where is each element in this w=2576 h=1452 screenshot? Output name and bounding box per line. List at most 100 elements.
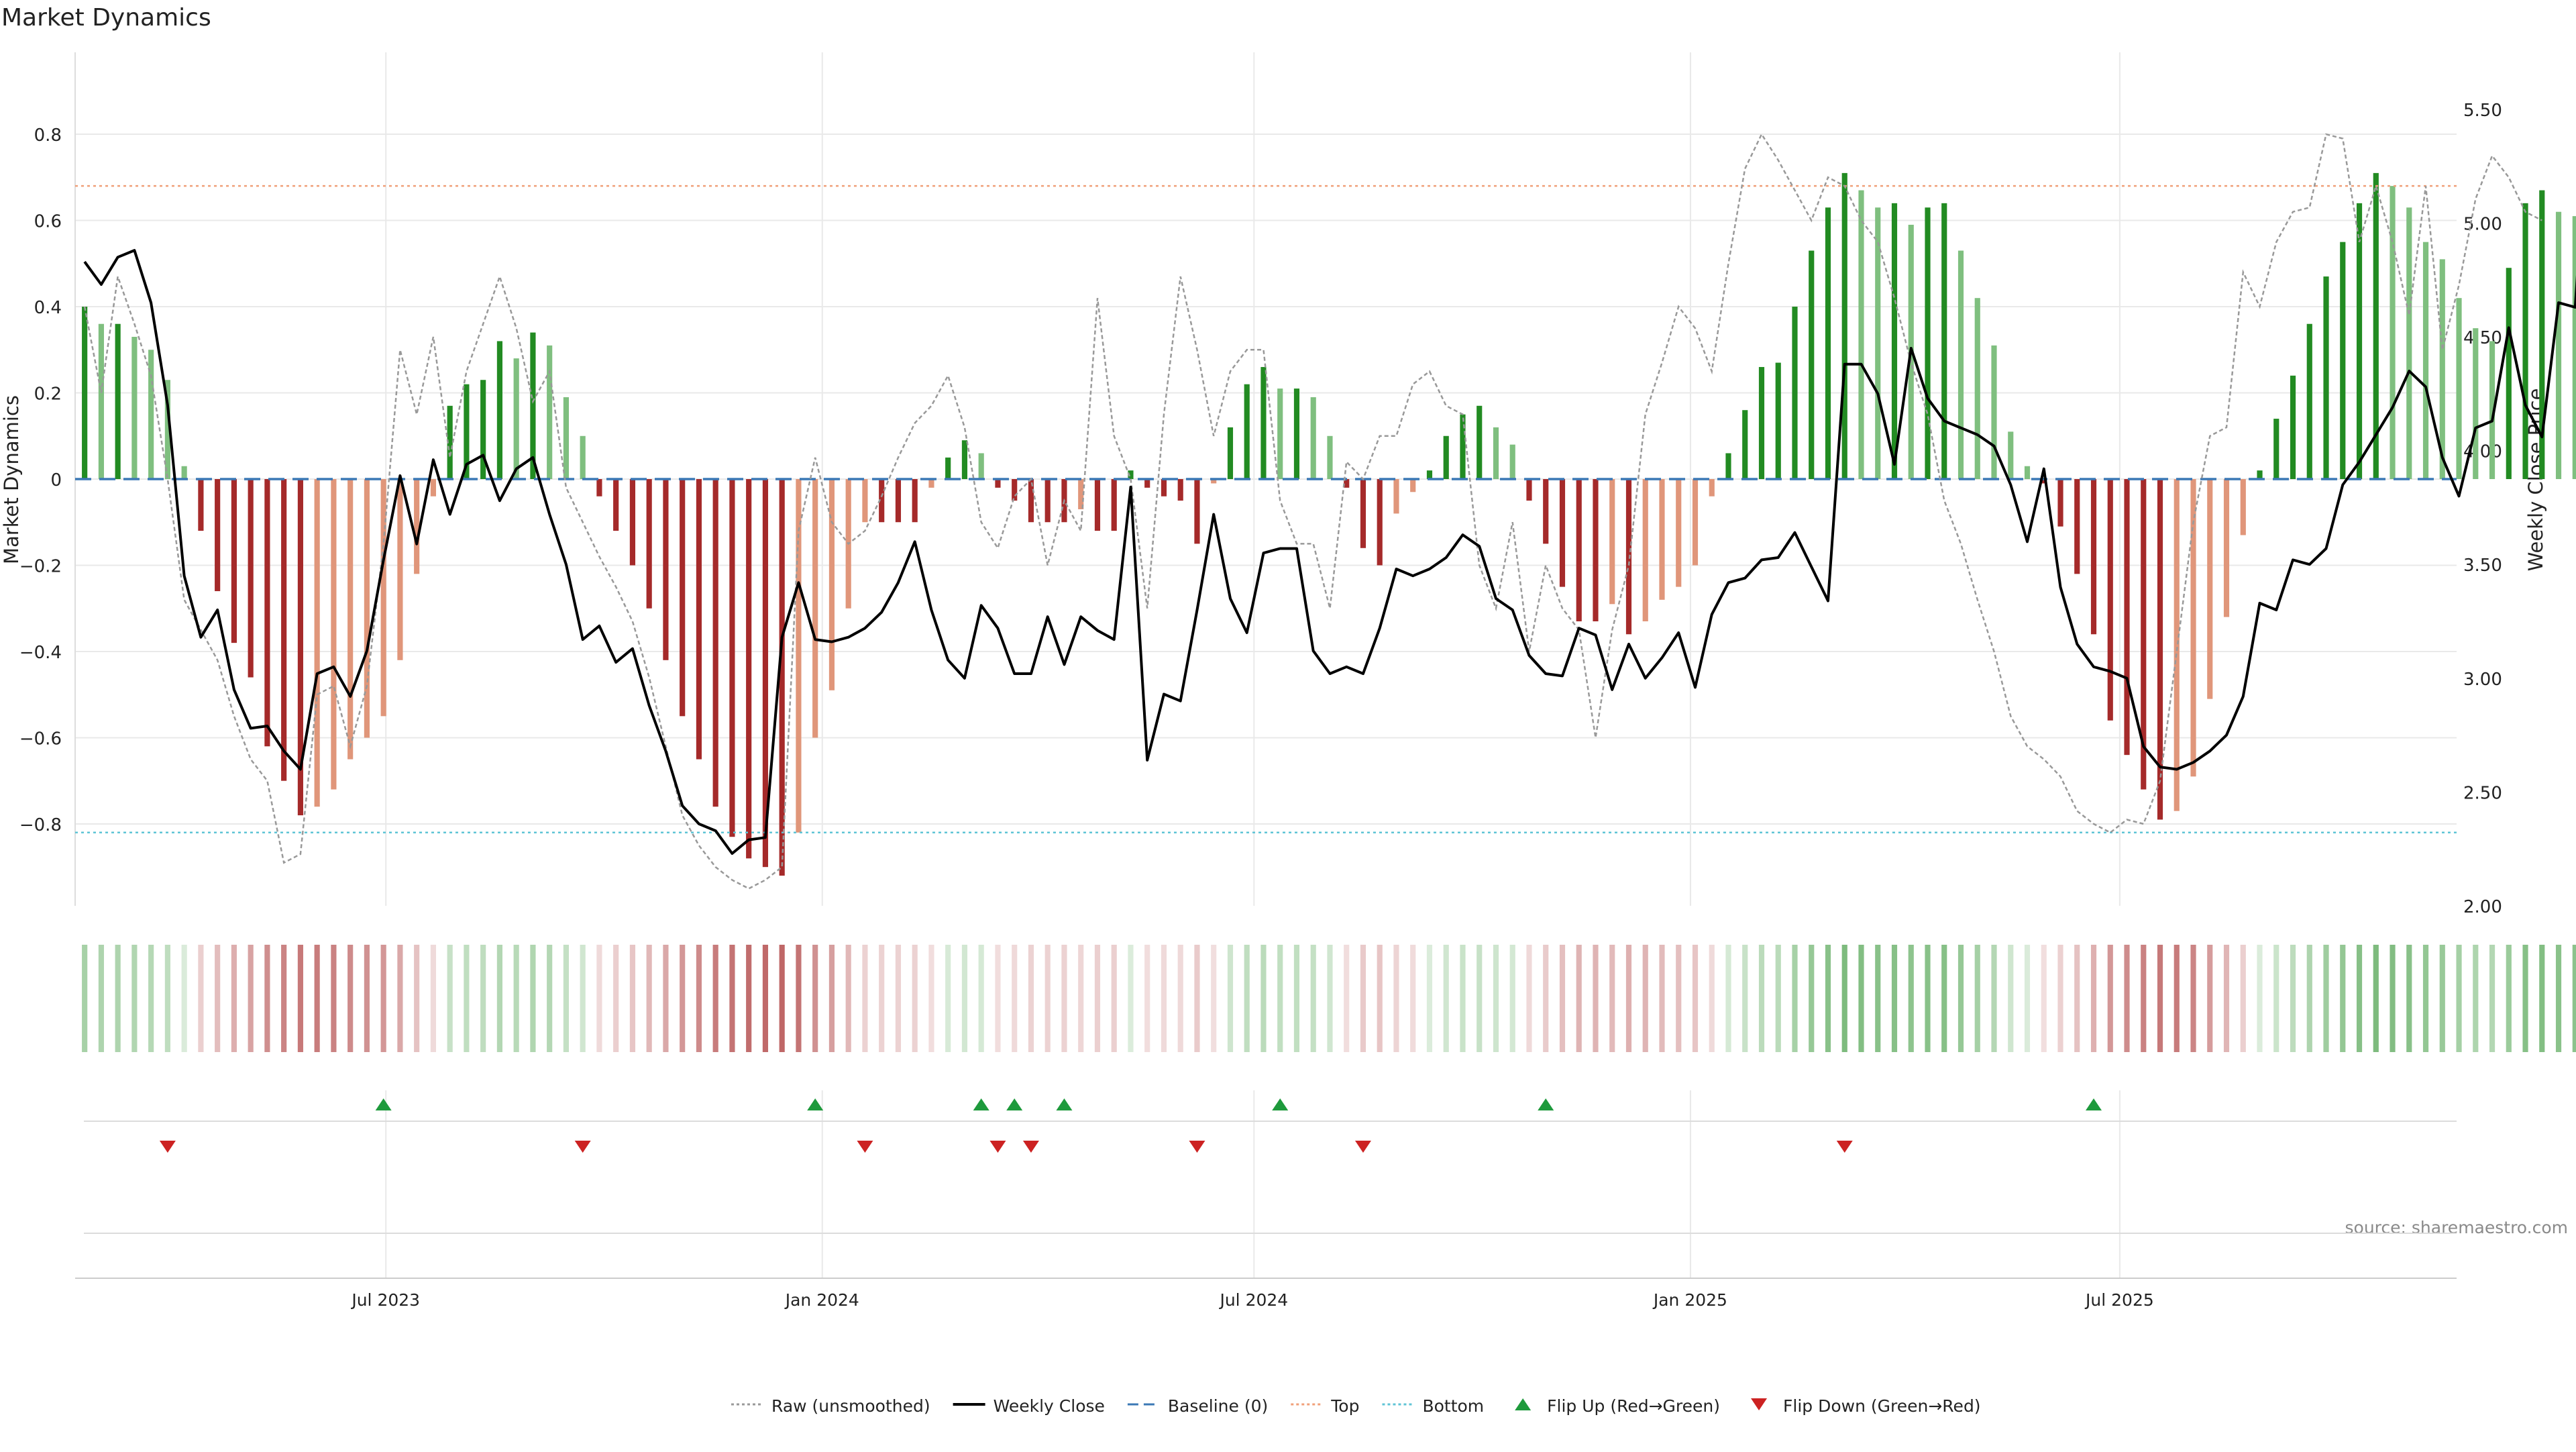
heat-cell: [945, 945, 951, 1052]
bar: [2323, 276, 2329, 479]
heat-cell: [1692, 945, 1699, 1052]
heat-cell: [2323, 945, 2329, 1052]
bar: [1775, 362, 1781, 479]
heat-cell: [2572, 945, 2576, 1052]
heat-cell: [1293, 945, 1300, 1052]
bar: [281, 479, 287, 781]
bar: [1509, 444, 1515, 479]
flip-up-marker: [973, 1098, 989, 1110]
heat-cell: [1061, 945, 1067, 1052]
heat-cell: [215, 945, 221, 1052]
bar: [364, 479, 370, 738]
heat-cell: [978, 945, 984, 1052]
bar: [496, 341, 503, 479]
bar: [1841, 172, 1847, 479]
bar: [912, 479, 918, 523]
bar: [1941, 203, 1947, 479]
bar: [746, 479, 752, 859]
heat-cell: [480, 945, 486, 1052]
heat-cell: [879, 945, 885, 1052]
flip-up-marker: [1006, 1098, 1023, 1110]
bar: [1875, 207, 1881, 479]
gridlines: [75, 52, 2457, 1278]
heat-cell: [496, 945, 503, 1052]
bar: [2572, 216, 2576, 479]
bar: [215, 479, 221, 592]
bar: [530, 332, 536, 479]
heat-cell: [1593, 945, 1599, 1052]
heat-cell: [1128, 945, 1134, 1052]
bar: [629, 479, 636, 566]
bar: [1443, 435, 1449, 479]
bar: [2473, 328, 2479, 479]
legend-item: Raw (unsmoothed): [731, 1396, 930, 1416]
heat-cell: [1477, 945, 1483, 1052]
bar: [2190, 479, 2196, 777]
heat-cell: [1676, 945, 1682, 1052]
bar: [314, 479, 320, 807]
heat-cell: [1576, 945, 1582, 1052]
y-tick-label: 0.8: [34, 125, 62, 146]
heat-cell: [912, 945, 918, 1052]
bar: [331, 479, 337, 790]
bar: [2174, 479, 2180, 811]
heat-cell: [1891, 945, 1898, 1052]
bar: [1609, 479, 1615, 605]
bar: [961, 440, 968, 479]
heat-cell: [164, 945, 170, 1052]
bar: [480, 380, 486, 479]
heat-cell: [1841, 945, 1847, 1052]
legend: Raw (unsmoothed) Weekly Close Baseline (0)…: [731, 1396, 1981, 1416]
heat-cell: [1111, 945, 1117, 1052]
heat-cell: [1725, 945, 1731, 1052]
heat-cell: [1360, 945, 1366, 1052]
bar: [1991, 345, 1997, 479]
bar: [2157, 479, 2163, 820]
flip-markers: [84, 1098, 2457, 1234]
heat-cell: [1543, 945, 1549, 1052]
flip-up-marker: [2086, 1098, 2102, 1110]
heat-cell: [1991, 945, 1997, 1052]
bar: [646, 479, 652, 609]
heat-cell: [2008, 945, 2014, 1052]
bar: [1543, 479, 1549, 544]
bar: [164, 380, 170, 479]
heat-cell: [1775, 945, 1781, 1052]
bar: [1244, 384, 1250, 479]
x-tick-label: Jul 2023: [350, 1290, 420, 1310]
y2-tick-label: 3.00: [2463, 670, 2502, 690]
bar: [563, 397, 570, 479]
y2-tick-label: 2.00: [2463, 897, 2502, 917]
bar: [1078, 479, 1084, 509]
flip-up-marker: [1056, 1098, 1073, 1110]
bar: [380, 479, 386, 717]
legend-item: Flip Up (Red→Green): [1515, 1396, 1720, 1416]
heat-cell: [2522, 945, 2528, 1052]
heat-cell: [1012, 945, 1018, 1052]
heat-cell: [1792, 945, 1798, 1052]
bar: [1742, 410, 1748, 479]
bar: [580, 435, 586, 479]
heat-cell: [596, 945, 602, 1052]
bar: [1676, 479, 1682, 587]
bar: [895, 479, 902, 523]
heat-cell: [995, 945, 1001, 1052]
axes: −0.8 −0.6 −0.4 −0.2 0 0.2 0.4 0.6 0.8 2.00 2.50 3.0…: [19, 52, 2502, 917]
bar: [248, 479, 254, 678]
heat-cell: [729, 945, 735, 1052]
bar: [1177, 479, 1183, 501]
bar: [1625, 479, 1632, 635]
bar: [1426, 470, 1433, 479]
flip-up-marker: [1272, 1098, 1289, 1110]
bar: [1293, 388, 1300, 479]
bar: [1576, 479, 1582, 621]
heat-cell: [680, 945, 686, 1052]
bar: [2390, 186, 2396, 479]
bar: [264, 479, 270, 747]
heat-cell: [2373, 945, 2379, 1052]
heat-cell: [1094, 945, 1101, 1052]
legend-label: Flip Down (Green→Red): [1783, 1396, 1981, 1416]
heat-cell: [1642, 945, 1648, 1052]
